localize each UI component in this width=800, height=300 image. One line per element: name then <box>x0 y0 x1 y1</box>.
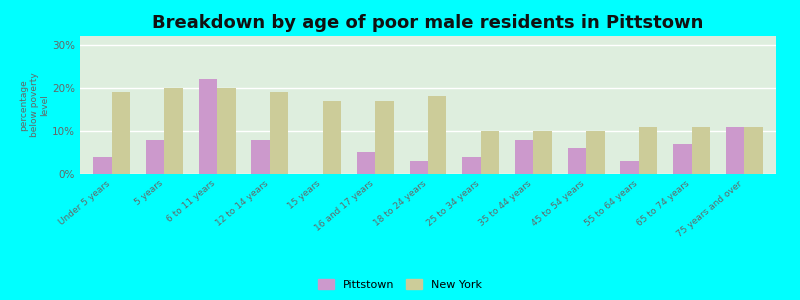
Title: Breakdown by age of poor male residents in Pittstown: Breakdown by age of poor male residents … <box>152 14 704 32</box>
Y-axis label: percentage
below poverty
level: percentage below poverty level <box>19 73 50 137</box>
Bar <box>586 131 605 174</box>
Bar <box>270 92 288 174</box>
Bar <box>428 96 446 174</box>
Bar <box>198 79 217 174</box>
Bar <box>568 148 586 174</box>
Bar <box>146 140 164 174</box>
Bar <box>692 127 710 174</box>
Bar <box>375 101 394 174</box>
Bar <box>322 101 341 174</box>
Legend: Pittstown, New York: Pittstown, New York <box>313 275 487 294</box>
Bar <box>164 88 183 174</box>
Bar <box>462 157 481 174</box>
Bar <box>357 152 375 174</box>
Bar <box>251 140 270 174</box>
Bar <box>112 92 130 174</box>
Bar <box>515 140 534 174</box>
Bar <box>534 131 552 174</box>
Bar <box>93 157 112 174</box>
Bar <box>673 144 692 174</box>
Bar <box>726 127 744 174</box>
Bar <box>621 161 639 174</box>
Bar <box>217 88 235 174</box>
Bar <box>744 127 763 174</box>
Bar <box>410 161 428 174</box>
Bar <box>481 131 499 174</box>
Bar <box>639 127 658 174</box>
